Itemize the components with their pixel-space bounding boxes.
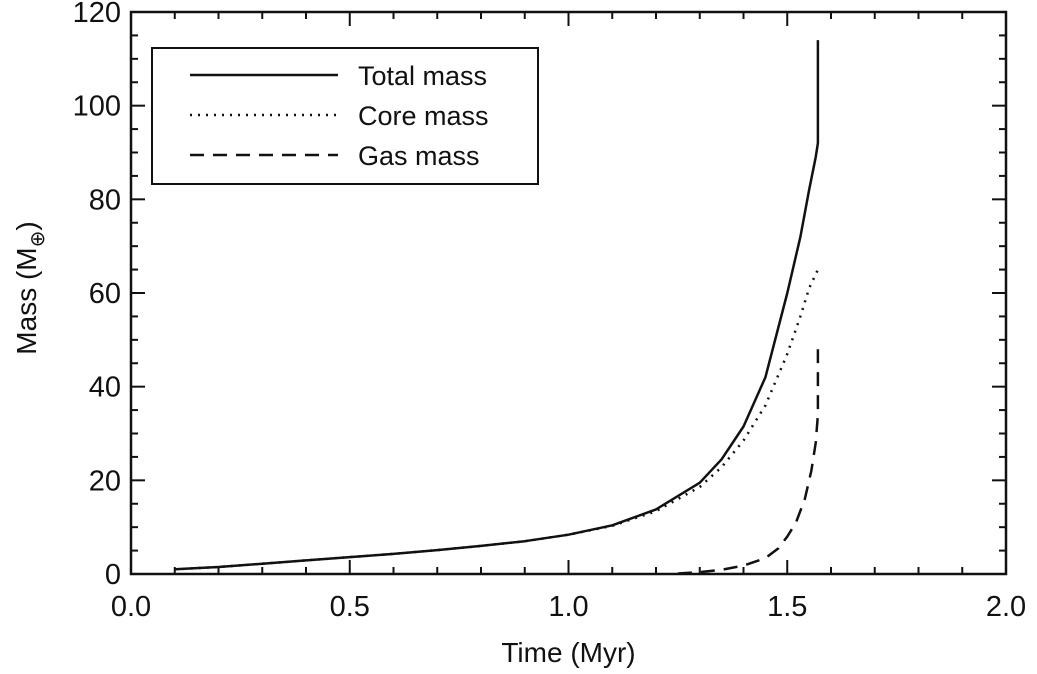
x-tick-label: 1.0 [548, 591, 588, 623]
axis-ticks: 0.0 0.5 1.0 1.5 2.0 0 20 40 60 80 100 120 [73, 0, 1027, 623]
x-tick-label: 1.5 [767, 591, 807, 623]
x-tick-label: 0.0 [111, 591, 151, 623]
y-tick-label: 100 [73, 91, 121, 123]
y-axis-title-main: Mass (M [11, 247, 42, 354]
series-line-gas-mass [677, 349, 820, 575]
series-lines [174, 40, 820, 575]
y-axis-title: Mass (M⊕) [11, 221, 49, 354]
x-axis-title: Time (Myr) [501, 637, 635, 668]
y-tick-label: 40 [89, 372, 121, 404]
x-tick-label: 0.5 [330, 591, 370, 623]
y-tick-label: 80 [89, 184, 121, 216]
y-axis-title-subscript: ⊕ [27, 231, 49, 248]
y-tick-label: 20 [89, 465, 121, 497]
x-tick-label: 2.0 [986, 591, 1026, 623]
y-tick-label: 60 [89, 278, 121, 310]
y-tick-label: 0 [105, 559, 121, 591]
legend-label: Total mass [358, 61, 487, 91]
y-tick-label: 120 [73, 0, 121, 29]
legend-box [151, 47, 539, 185]
legend: Total mass Core mass Gas mass [151, 47, 539, 185]
legend-label: Gas mass [358, 141, 480, 171]
series-line-core-mass [174, 269, 820, 571]
legend-label: Core mass [358, 101, 489, 131]
y-axis-title-close: ) [11, 221, 42, 230]
